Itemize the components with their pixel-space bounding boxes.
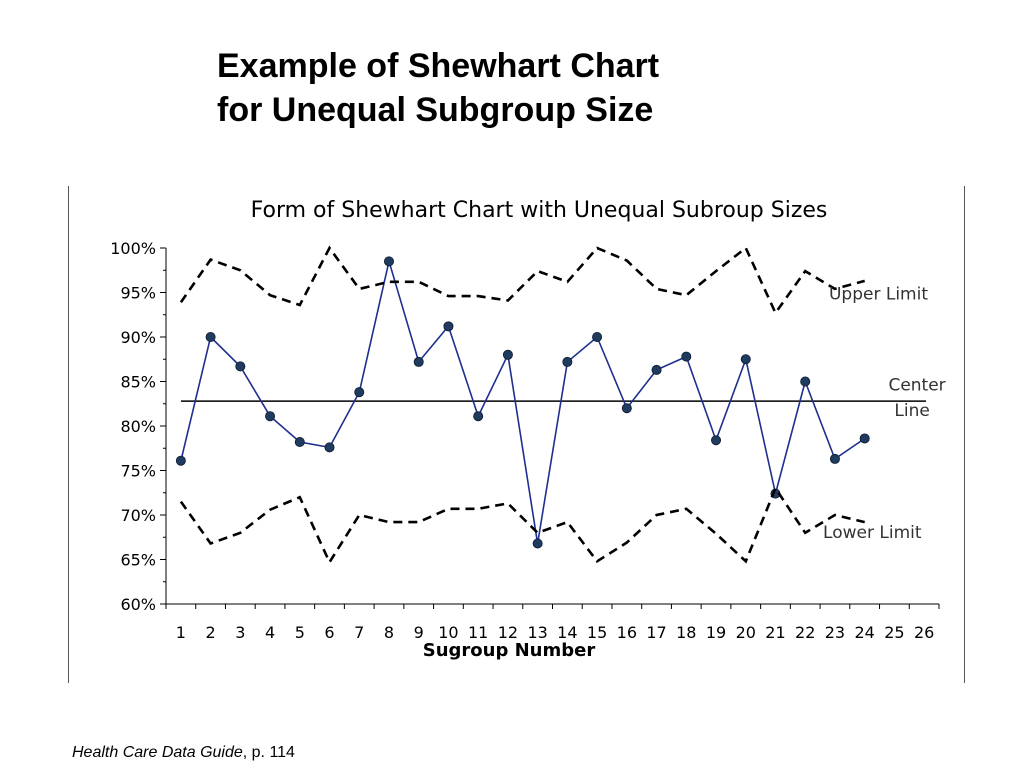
x-tick-label: 7	[354, 623, 364, 642]
x-tick-label: 13	[527, 623, 547, 642]
caption-source: Health Care Data Guide	[72, 744, 243, 761]
caption-page: , p. 114	[242, 744, 295, 761]
x-tick-label: 9	[414, 623, 424, 642]
data-point	[473, 411, 484, 422]
data-point	[235, 361, 246, 372]
data-point	[383, 256, 394, 267]
data-point	[651, 364, 662, 375]
x-tick-label: 21	[765, 623, 785, 642]
slide-title-line-2: for Unequal Subgroup Size	[217, 91, 654, 129]
annotation-label: Line	[894, 401, 929, 421]
x-tick-label: 12	[498, 623, 518, 642]
y-tick-label: 100%	[110, 239, 156, 258]
source-caption: Health Care Data Guide, p. 114	[72, 744, 295, 762]
annotation-label: Center	[888, 375, 945, 395]
x-tick-label: 24	[854, 623, 874, 642]
x-tick-label: 25	[884, 623, 904, 642]
y-tick-label: 75%	[120, 462, 156, 481]
x-tick-label: 15	[587, 623, 607, 642]
data-point	[532, 538, 543, 549]
data-point	[711, 435, 722, 446]
y-tick-label: 90%	[120, 328, 156, 347]
x-tick-label: 3	[235, 623, 245, 642]
data-point	[265, 411, 276, 422]
data-series-line	[180, 258, 866, 544]
annotation-label: Lower Limit	[823, 523, 922, 543]
y-tick-label: 65%	[120, 551, 156, 570]
data-point	[354, 387, 365, 398]
x-tick-label: 4	[265, 623, 275, 642]
data-point	[621, 403, 632, 414]
data-point	[324, 442, 335, 453]
upper-limit-line	[179, 245, 866, 316]
x-tick-label: 20	[736, 623, 756, 642]
x-tick-label: 23	[825, 623, 845, 642]
data-point	[205, 331, 216, 342]
annotation-label: Upper Limit	[829, 285, 928, 305]
y-tick-label: 60%	[120, 595, 156, 614]
x-tick-label: 6	[324, 623, 334, 642]
x-tick-label: 5	[295, 623, 305, 642]
data-point	[829, 453, 840, 464]
shewhart-chart: Form of Shewhart Chart with Unequal Subr…	[110, 198, 945, 661]
x-tick-label: 19	[706, 623, 726, 642]
data-point	[800, 376, 811, 387]
x-tick-label: 17	[646, 623, 666, 642]
data-point	[413, 356, 424, 367]
data-point	[502, 349, 513, 360]
chart-frame: Form of Shewhart Chart with Unequal Subr…	[68, 186, 965, 683]
data-point	[681, 351, 692, 362]
data-point	[592, 331, 603, 342]
data-point	[859, 433, 870, 444]
x-tick-label: 26	[914, 623, 934, 642]
data-point	[740, 354, 751, 365]
x-tick-label: 11	[468, 623, 488, 642]
chart-title: Form of Shewhart Chart with Unequal Subr…	[251, 198, 828, 223]
y-tick-label: 70%	[120, 506, 156, 525]
data-point	[562, 356, 573, 367]
x-tick-label: 2	[206, 623, 216, 642]
lower-limit-line	[179, 485, 866, 565]
x-axis-label: Sugroup Number	[423, 640, 596, 661]
x-tick-label: 22	[795, 623, 815, 642]
slide-title: Example of Shewhart Chart for Unequal Su…	[217, 44, 659, 132]
x-tick-label: 8	[384, 623, 394, 642]
y-tick-label: 95%	[120, 284, 156, 303]
slide-title-line-1: Example of Shewhart Chart	[217, 47, 660, 85]
data-point	[175, 455, 186, 466]
x-tick-label: 1	[176, 623, 186, 642]
x-tick-label: 18	[676, 623, 696, 642]
x-tick-label: 14	[557, 623, 577, 642]
data-point	[294, 437, 305, 448]
y-tick-label: 85%	[120, 373, 156, 392]
data-point	[443, 321, 454, 332]
x-tick-label: 16	[617, 623, 637, 642]
x-tick-label: 10	[438, 623, 458, 642]
y-tick-label: 80%	[120, 417, 156, 436]
